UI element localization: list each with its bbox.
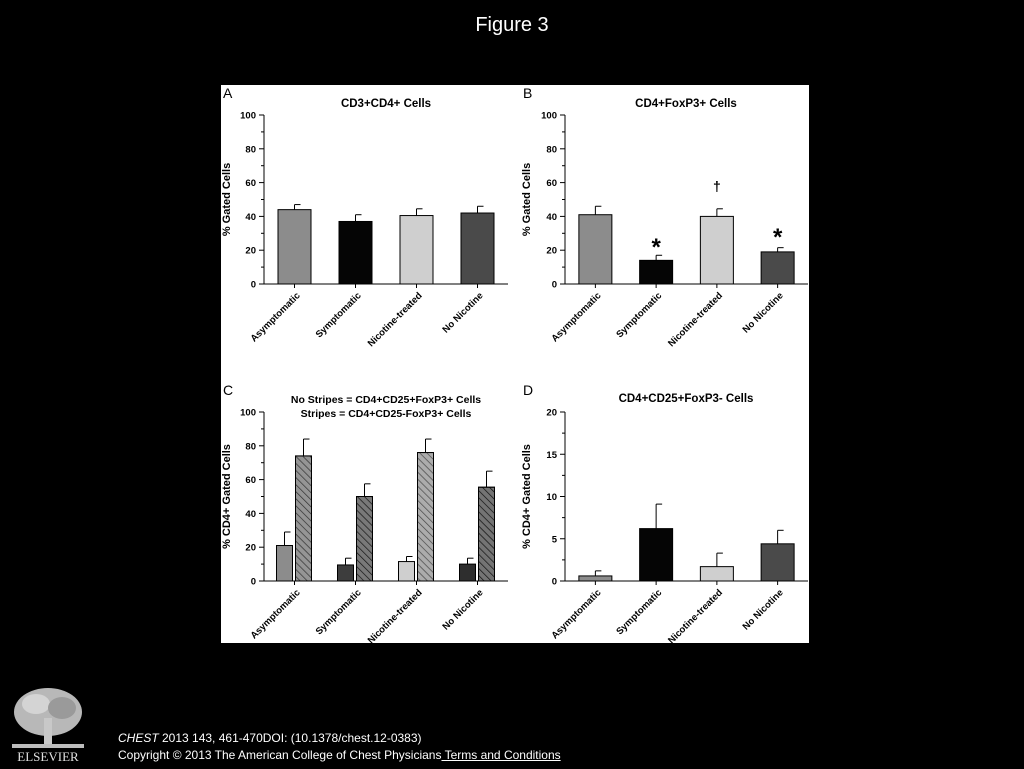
x-category-label: No Nicotine <box>741 290 786 335</box>
bar-nicotine-treated <box>699 566 734 582</box>
x-category-label: No Nicotine <box>441 587 486 632</box>
y-tick-label: 60 <box>245 178 256 189</box>
bar-tint-symptomatic <box>356 496 373 582</box>
significance-marker: * <box>651 234 661 261</box>
y-tick-label: 100 <box>240 111 256 122</box>
x-category-label: Asymptomatic <box>249 290 303 344</box>
bar-symptomatic <box>639 528 674 582</box>
y-tick-label: 40 <box>245 212 256 223</box>
y-tick-label: 40 <box>245 509 256 520</box>
x-category-label: Nicotine-treated <box>666 290 725 349</box>
y-tick-label: 40 <box>546 212 557 223</box>
chart-title: No Stripes = CD4+CD25+FoxP3+ Cells <box>291 394 481 406</box>
y-tick-label: 20 <box>546 408 557 419</box>
figure-panel: A CD3+CD4+ Cells% Gated Cells 0 20 40 60 80 100… <box>221 85 809 643</box>
x-category-label: No Nicotine <box>441 290 486 335</box>
significance-marker: † <box>713 178 721 194</box>
y-axis-label: % CD4+ Gated Cells <box>521 444 533 549</box>
significance-marker: * <box>773 224 783 251</box>
x-category-label: Symptomatic <box>314 587 364 637</box>
bar-nicotine-treated <box>399 215 434 285</box>
y-tick-label: 80 <box>245 144 256 155</box>
chart-title: CD3+CD4+ Cells <box>341 98 431 110</box>
panel-letter: A <box>223 85 233 101</box>
bar-no-nicotine <box>460 212 495 285</box>
chart-title: CD4+FoxP3+ Cells <box>635 98 737 110</box>
x-category-label: Symptomatic <box>314 290 364 340</box>
bar-no-nicotine <box>760 543 795 582</box>
y-tick-label: 100 <box>541 111 557 122</box>
journal-name: CHEST <box>118 731 159 745</box>
y-tick-label: 0 <box>552 280 557 291</box>
bar-asymptomatic <box>578 575 613 582</box>
chart-subtitle: Stripes = CD4+CD25-FoxP3+ Cells <box>301 408 472 420</box>
bar-symptomatic <box>639 259 674 285</box>
x-category-label: Nicotine-treated <box>666 587 725 643</box>
y-tick-label: 20 <box>546 246 557 257</box>
bar-tint-asymptomatic <box>295 455 312 582</box>
copyright-text: Copyright © 2013 The American College of… <box>118 748 442 762</box>
bar-no-nicotine-solid <box>459 563 476 582</box>
x-category-label: Symptomatic <box>614 587 664 637</box>
elsevier-wordmark: ELSEVIER <box>17 749 79 764</box>
bar-nicotine-treated-solid <box>398 561 415 582</box>
chart-title: CD4+CD25+FoxP3- Cells <box>619 393 754 405</box>
y-tick-label: 80 <box>245 441 256 452</box>
y-tick-label: 60 <box>546 178 557 189</box>
y-axis-label: % CD4+ Gated Cells <box>221 444 233 549</box>
chart-panel-b: B CD4+FoxP3+ Cells % Gated Cells 0 20 40 60 80 1… <box>521 85 808 349</box>
bar-no-nicotine <box>760 251 795 285</box>
citation-line: CHEST 2013 143, 461-470DOI: (10.1378/che… <box>118 730 561 747</box>
x-category-label: Symptomatic <box>614 290 664 340</box>
y-tick-label: 0 <box>552 577 557 588</box>
elsevier-logo: ELSEVIER <box>8 682 88 764</box>
y-axis-label: % Gated Cells <box>521 163 533 236</box>
y-tick-label: 10 <box>546 492 557 503</box>
x-category-label: Asymptomatic <box>549 587 603 641</box>
x-category-label: Asymptomatic <box>549 290 603 344</box>
copyright-line: Copyright © 2013 The American College of… <box>118 747 561 764</box>
x-category-label: No Nicotine <box>741 587 786 632</box>
y-tick-label: 20 <box>245 543 256 554</box>
y-tick-label: 5 <box>552 534 558 545</box>
y-tick-label: 0 <box>251 280 256 291</box>
citation-details: 2013 143, 461-470DOI: (10.1378/chest.12-… <box>158 731 422 745</box>
bar-tint-nicotine-treated <box>417 452 434 582</box>
chart-panel-a: A CD3+CD4+ Cells % Gated Cells 0 20 40 60 80 100… <box>221 85 508 349</box>
x-category-label: Asymptomatic <box>249 587 303 641</box>
chart-panel-d: D CD4+CD25+FoxP3- Cells % CD4+ Gated Cells… <box>521 382 808 643</box>
y-tick-label: 15 <box>546 450 557 461</box>
bar-asymptomatic <box>277 209 312 285</box>
y-tick-label: 80 <box>546 144 557 155</box>
panel-letter: B <box>523 85 532 101</box>
bar-tint-no-nicotine <box>478 486 495 582</box>
bar-nicotine-treated <box>699 215 734 285</box>
panel-letter: C <box>223 382 233 398</box>
bar-symptomatic <box>338 220 373 285</box>
y-tick-label: 60 <box>245 475 256 486</box>
x-category-label: Nicotine-treated <box>366 290 425 349</box>
bar-asymptomatic <box>578 214 613 285</box>
citation: CHEST 2013 143, 461-470DOI: (10.1378/che… <box>118 730 561 764</box>
bar-symptomatic-solid <box>337 564 354 582</box>
y-tick-label: 20 <box>245 246 256 257</box>
terms-link[interactable]: Terms and Conditions <box>441 748 561 762</box>
y-axis-label: % Gated Cells <box>221 163 233 236</box>
x-category-label: Nicotine-treated <box>366 587 425 643</box>
y-tick-label: 0 <box>251 577 256 588</box>
bar-asymptomatic-solid <box>276 545 293 582</box>
chart-panel-c: C No Stripes = CD4+CD25+FoxP3+ Cells Strip… <box>221 382 508 643</box>
panel-letter: D <box>523 382 533 398</box>
y-tick-label: 100 <box>240 408 256 419</box>
slide-title: Figure 3 <box>475 14 549 36</box>
